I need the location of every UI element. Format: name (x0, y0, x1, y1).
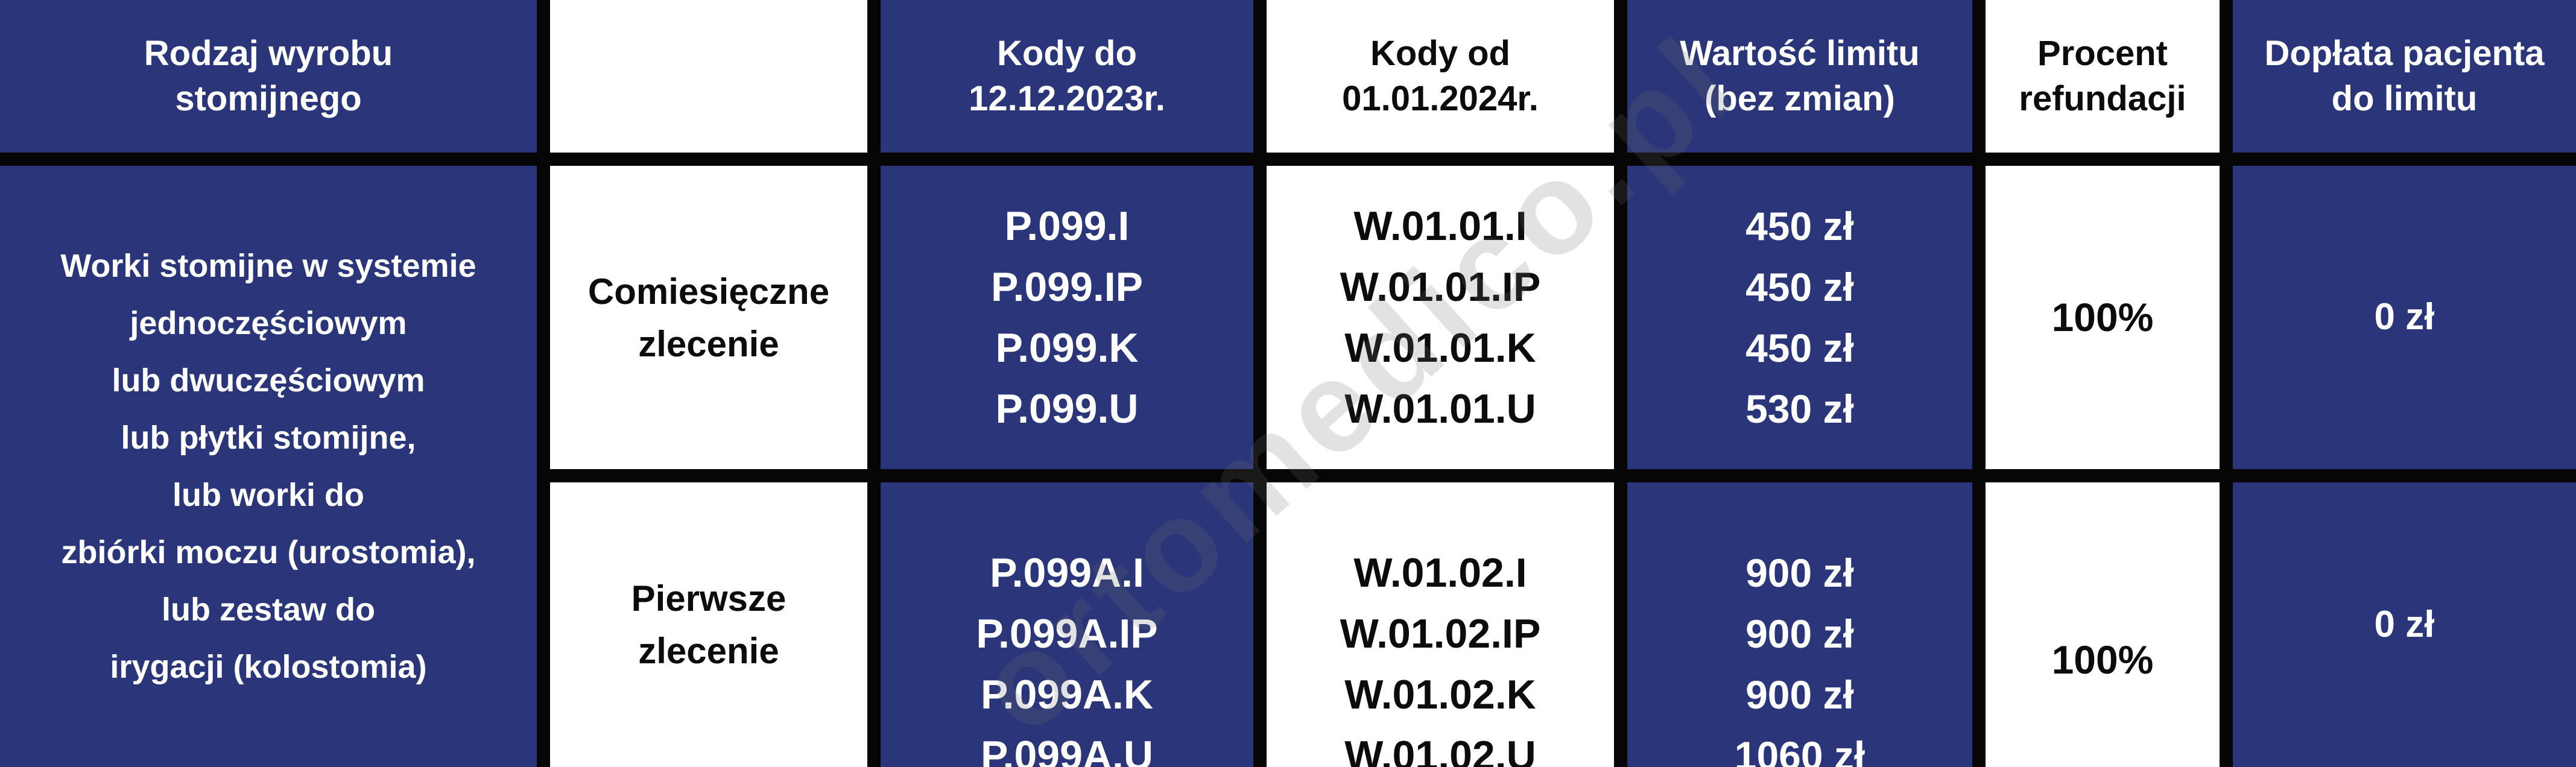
row2-codes-from: W.01.02.I W.01.02.IP W.01.02.K W.01.02.U (1267, 482, 1627, 767)
header-codes-from: Kody od 01.01.2024r. (1267, 0, 1627, 166)
row2-limit-values: 900 zł 900 zł 900 zł 1060 zł (1627, 482, 1986, 767)
row2-refund-percent: 100% (1986, 482, 2233, 767)
row2-patient-copay: 0 zł (2233, 482, 2576, 767)
row1-refund-percent: 100% (1986, 166, 2233, 482)
header-limit-value: Wartość limitu (bez zmian) (1627, 0, 1986, 166)
row2-order-type: Pierwsze zlecenie (550, 482, 881, 767)
row1-codes-until: P.099.I P.099.IP P.099.K P.099.U (881, 166, 1267, 482)
row2-codes-until: P.099A.I P.099A.IP P.099A.K P.099A.U (881, 482, 1267, 767)
header-refund-percent: Procent refundacji (1986, 0, 2233, 166)
header-product-type: Rodzaj wyrobu stomijnego (0, 0, 550, 166)
row1-order-type: Comiesięczne zlecenie (550, 166, 881, 482)
row1-codes-from: W.01.01.I W.01.01.IP W.01.01.K W.01.01.U (1267, 166, 1627, 482)
header-codes-until: Kody do 12.12.2023r. (881, 0, 1267, 166)
row1-patient-copay: 0 zł (2233, 166, 2576, 482)
row1-limit-values: 450 zł 450 zł 450 zł 530 zł (1627, 166, 1986, 482)
product-group-cell: Worki stomijne w systemie jednoczęściowy… (0, 166, 550, 767)
header-empty (550, 0, 881, 166)
header-patient-copay: Dopłata pacjenta do limitu (2233, 0, 2576, 166)
